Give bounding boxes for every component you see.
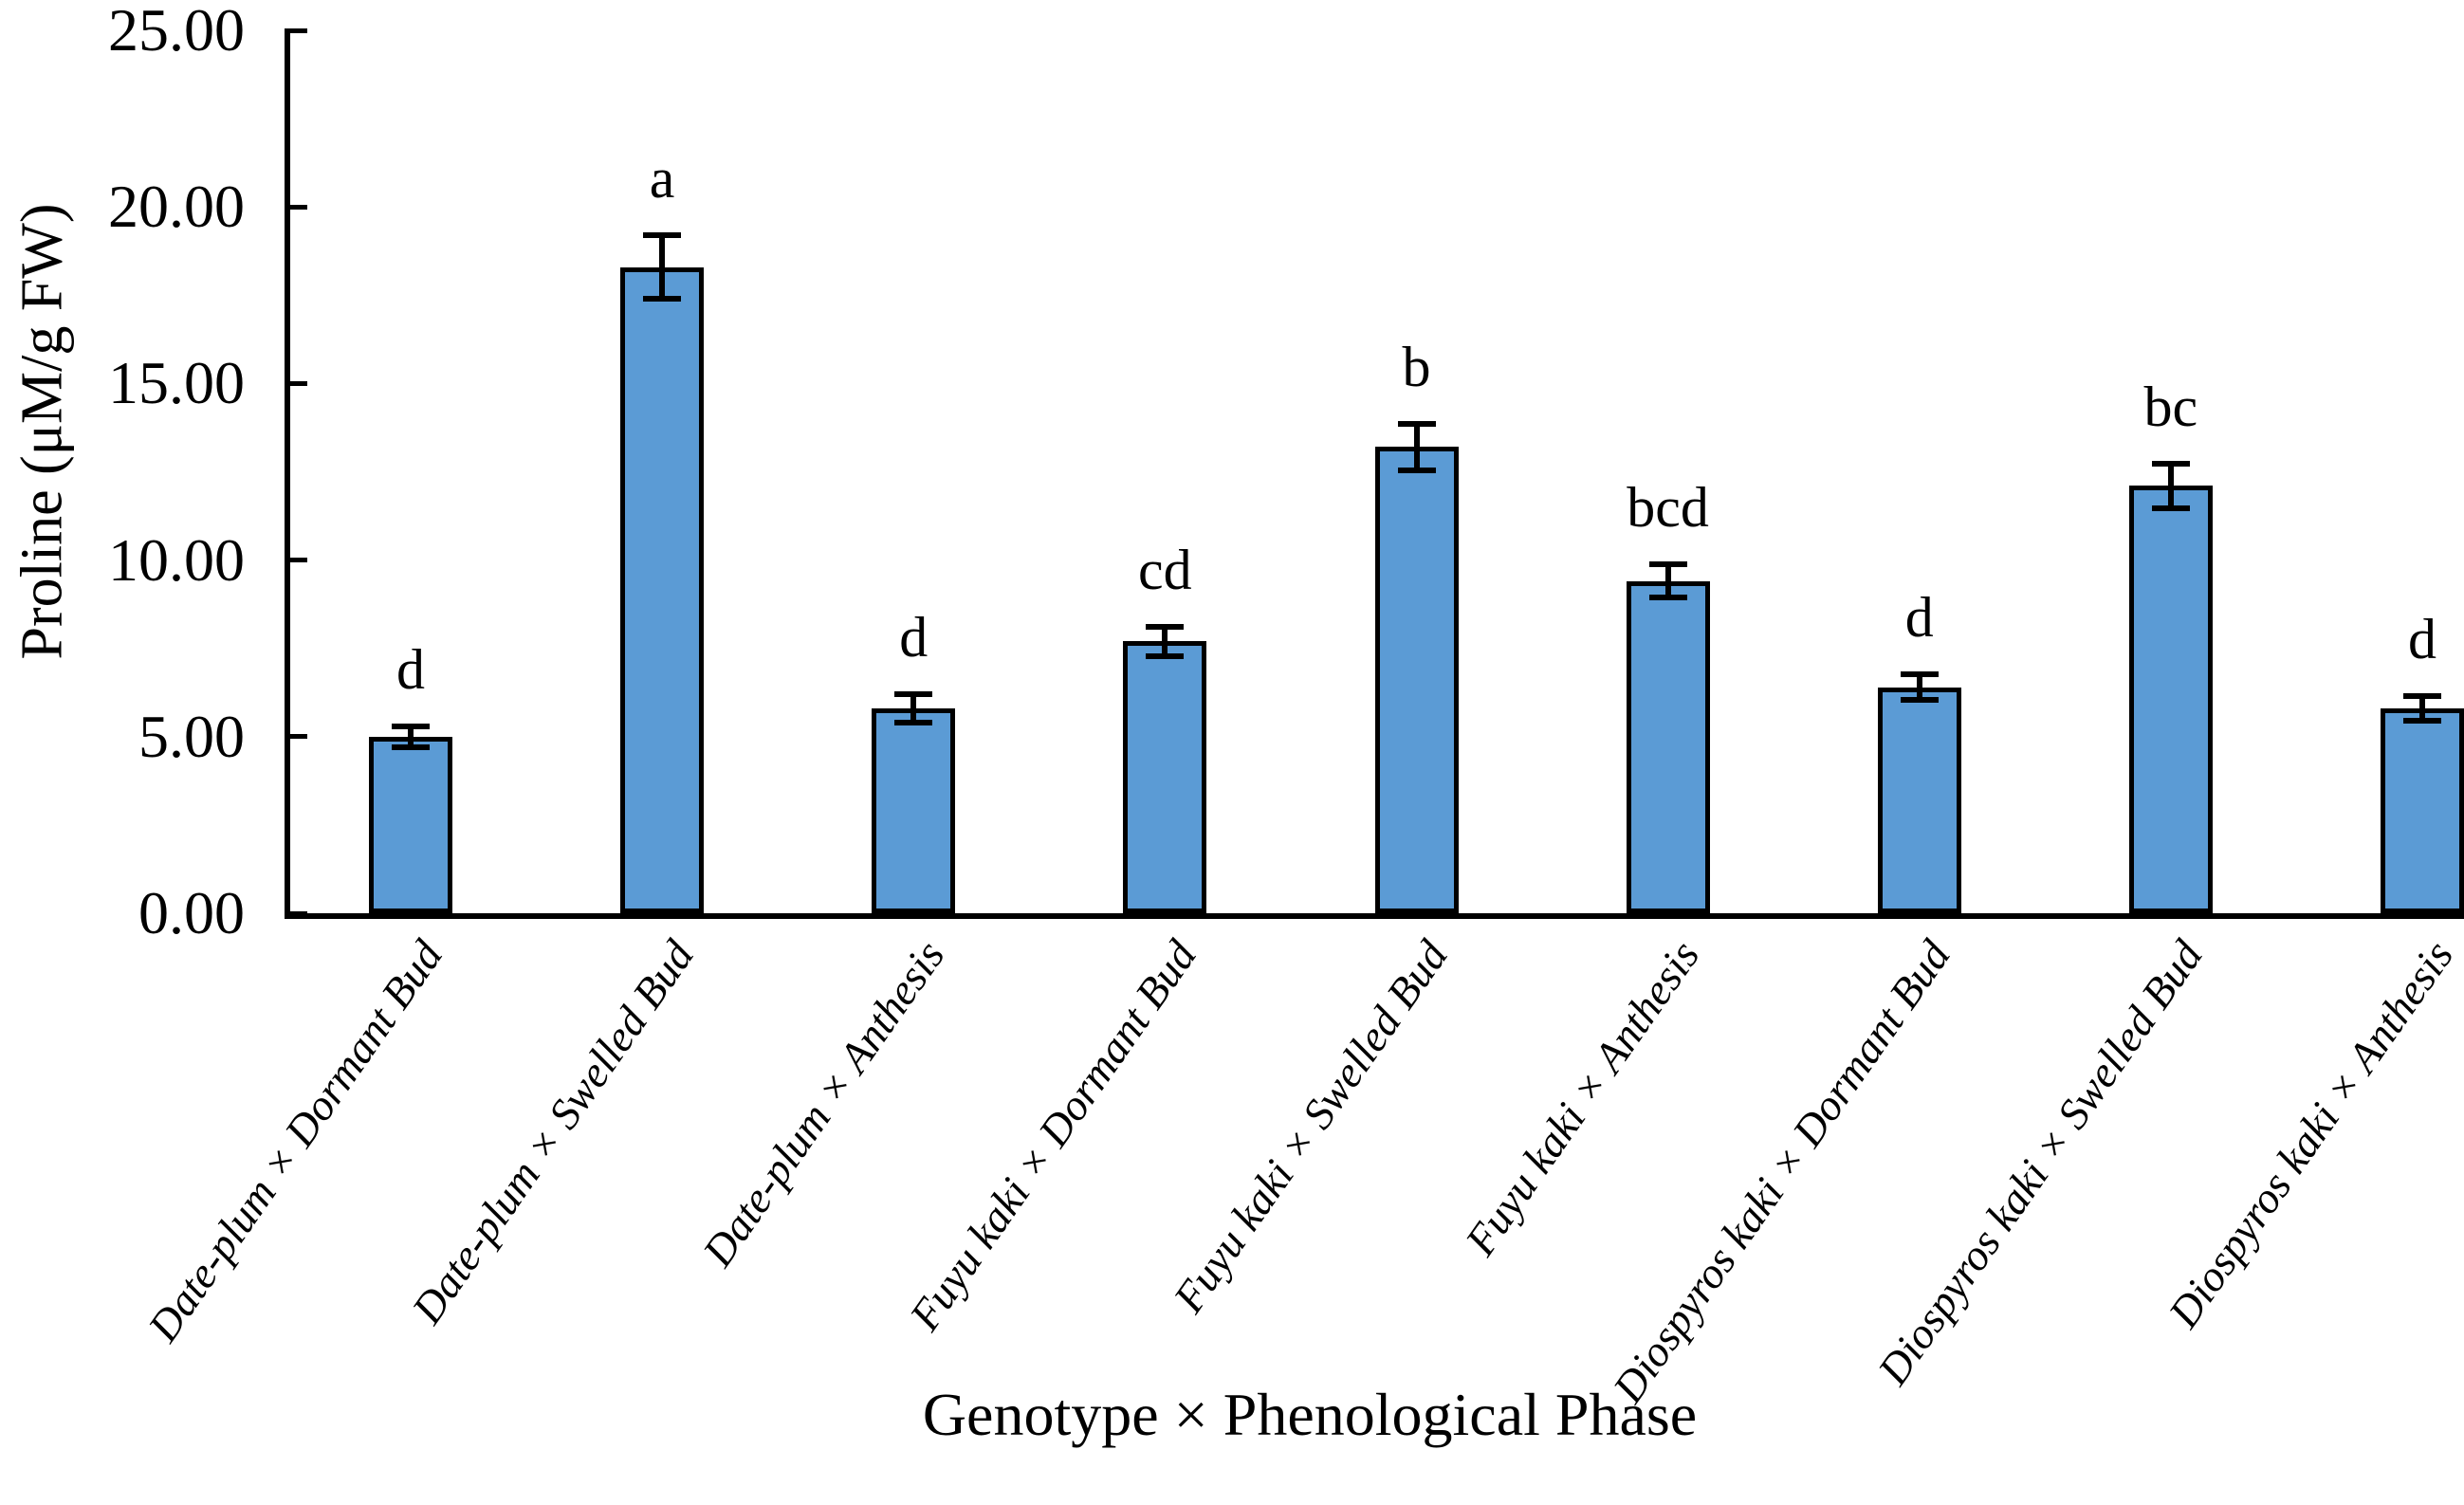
significance-letter: cd bbox=[1138, 538, 1192, 601]
bar bbox=[2381, 708, 2464, 913]
bar bbox=[872, 708, 956, 913]
error-bar-line bbox=[1413, 424, 1420, 470]
error-bar-line bbox=[910, 694, 917, 723]
error-bar-cap-bottom bbox=[1648, 595, 1687, 601]
category-label: Date-plum × Swelled Bud bbox=[401, 931, 703, 1332]
y-axis-tick bbox=[290, 380, 307, 386]
category-label: Date-plum × Dormant Bud bbox=[138, 931, 451, 1350]
x-axis-line bbox=[285, 913, 2464, 919]
y-axis-tick-label: 0.00 bbox=[138, 879, 245, 946]
error-bar-line bbox=[2167, 463, 2174, 508]
significance-letter: a bbox=[649, 146, 675, 210]
y-axis-tick-label: 5.00 bbox=[138, 702, 245, 770]
error-bar-cap-top bbox=[1397, 421, 1436, 428]
y-axis-tick bbox=[290, 204, 307, 210]
error-bar-cap-top bbox=[643, 231, 682, 238]
bar bbox=[369, 736, 452, 913]
bar bbox=[620, 266, 705, 913]
error-bar-cap-bottom bbox=[392, 743, 430, 750]
x-axis-title: Genotype × Phenological Phase bbox=[922, 1381, 1698, 1448]
category-label: Fuyu kaki × Anthesis bbox=[1455, 931, 1709, 1264]
error-bar-line bbox=[659, 234, 666, 300]
bar bbox=[2128, 486, 2213, 913]
error-bar-cap-top bbox=[894, 691, 933, 698]
error-bar-cap-bottom bbox=[2151, 505, 2190, 511]
error-bar-cap-top bbox=[1146, 623, 1185, 630]
y-axis-tick-label: 25.00 bbox=[108, 0, 245, 64]
y-axis-tick bbox=[290, 558, 307, 563]
error-bar-cap-top bbox=[2403, 692, 2441, 699]
category-label: Fuyu kaki × Swelled Bud bbox=[1164, 931, 1458, 1322]
y-axis-tick-label: 15.00 bbox=[108, 349, 245, 417]
error-bar-cap-top bbox=[1900, 670, 1939, 677]
bar bbox=[1877, 687, 1961, 913]
bar bbox=[1123, 641, 1207, 913]
significance-letter: d bbox=[396, 637, 425, 701]
error-bar-cap-bottom bbox=[643, 296, 682, 303]
error-bar-line bbox=[1162, 626, 1168, 656]
error-bar-cap-bottom bbox=[2403, 718, 2441, 725]
error-bar-cap-top bbox=[2151, 460, 2190, 467]
y-axis-tick bbox=[290, 910, 307, 916]
category-label: Date-plum × Anthesis bbox=[693, 931, 954, 1276]
error-bar-line bbox=[2419, 695, 2425, 722]
significance-letter: d bbox=[899, 606, 929, 670]
significance-letter: d bbox=[2408, 607, 2436, 670]
category-label: Fuyu kaki × Dormant Bud bbox=[900, 931, 1205, 1339]
significance-letter: d bbox=[1904, 585, 1934, 649]
error-bar-cap-top bbox=[392, 723, 430, 729]
error-bar-cap-bottom bbox=[1146, 652, 1185, 659]
error-bar-cap-bottom bbox=[1900, 697, 1939, 704]
y-axis-tick bbox=[290, 28, 307, 33]
bar bbox=[1374, 447, 1459, 913]
bar bbox=[1626, 580, 1710, 913]
category-label: Diospyros kaki × Anthesis bbox=[2159, 931, 2463, 1336]
y-axis-tick-label: 10.00 bbox=[108, 525, 245, 594]
y-axis-tick-label: 20.00 bbox=[108, 173, 245, 241]
significance-letter: b bbox=[1402, 336, 1431, 399]
error-bar-cap-top bbox=[1648, 561, 1687, 568]
significance-letter: bcd bbox=[1627, 476, 1709, 540]
error-bar-line bbox=[408, 725, 414, 747]
error-bar-cap-bottom bbox=[1397, 467, 1436, 473]
y-axis-line bbox=[285, 28, 290, 919]
error-bar-line bbox=[1664, 564, 1671, 598]
error-bar-cap-bottom bbox=[894, 719, 933, 725]
significance-letter: bc bbox=[2143, 375, 2198, 438]
y-axis-tick bbox=[290, 734, 307, 740]
error-bar-line bbox=[1916, 673, 1922, 701]
